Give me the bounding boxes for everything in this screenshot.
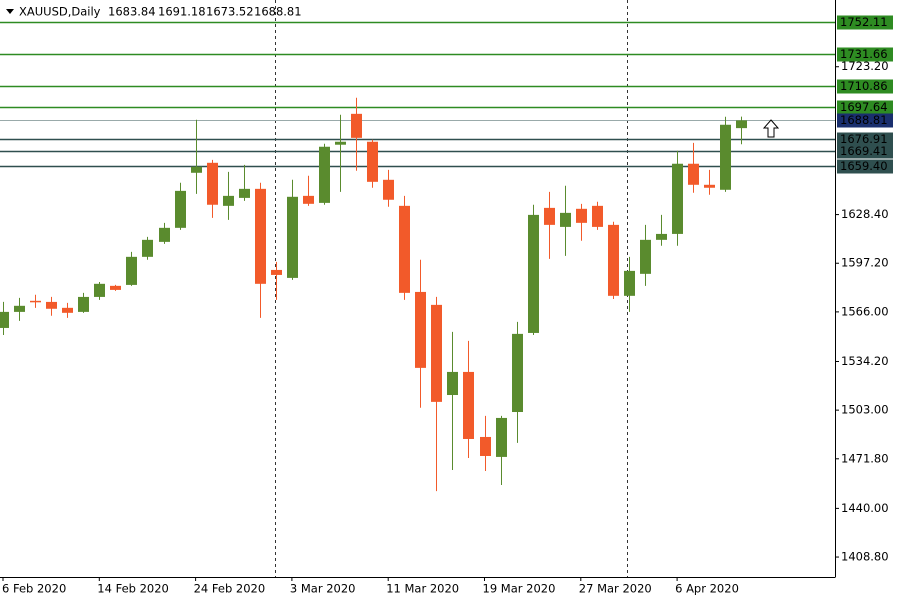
candle-body xyxy=(431,304,442,402)
candle-body xyxy=(399,205,410,293)
symbol-title: XAUUSD,Daily xyxy=(19,5,101,19)
candle-body xyxy=(175,190,186,228)
candle-body xyxy=(303,195,314,204)
candle-body xyxy=(223,195,234,206)
level-label: 1669.41 xyxy=(840,144,888,158)
level-label-bg xyxy=(837,159,893,174)
candle-body xyxy=(239,188,250,198)
candle-body xyxy=(544,207,555,225)
level-label-bg xyxy=(837,79,893,94)
level-label-bg xyxy=(837,132,893,147)
candle-body xyxy=(14,305,25,312)
level-label-bg xyxy=(837,100,893,115)
candle-body xyxy=(592,205,603,227)
candle-body xyxy=(496,417,507,457)
y-tick-label: 1534.20 xyxy=(841,354,889,368)
candle-body xyxy=(704,184,715,188)
price-label-bg xyxy=(837,113,893,128)
candle-body xyxy=(480,436,491,456)
candle-body xyxy=(78,296,89,312)
candle-body xyxy=(351,113,362,138)
candle-body xyxy=(46,301,57,309)
buy-arrow-icon xyxy=(762,119,780,138)
header-low: 1673.52 xyxy=(206,5,254,19)
candle-body xyxy=(0,311,9,328)
y-tick-label: 1566.00 xyxy=(841,304,889,318)
candle-body xyxy=(319,146,330,203)
candle-body xyxy=(672,163,683,234)
candle-body xyxy=(62,307,73,313)
candle-body xyxy=(287,196,298,278)
header-open: 1683.84 xyxy=(108,5,156,19)
header-close: 1688.81 xyxy=(254,5,302,19)
candle-body xyxy=(447,371,458,396)
candle-body xyxy=(720,124,731,190)
x-tick-label: 3 Mar 2020 xyxy=(290,582,356,596)
y-tick-label: 1471.80 xyxy=(841,451,889,465)
y-tick-label: 1723.20 xyxy=(841,59,889,73)
menu-arrow[interactable] xyxy=(6,9,14,14)
candle-body xyxy=(640,239,651,274)
candle-body xyxy=(528,214,539,333)
level-label-bg xyxy=(837,15,893,30)
candle-body xyxy=(576,208,587,223)
candle-body xyxy=(463,371,474,439)
candle-body xyxy=(207,162,218,205)
y-tick-label: 1440.00 xyxy=(841,501,889,515)
candle-body xyxy=(367,141,378,182)
candle-body xyxy=(30,300,41,303)
candle-body xyxy=(159,227,170,242)
level-label: 1710.86 xyxy=(840,79,888,93)
y-tick-label: 1628.40 xyxy=(841,207,889,221)
level-label: 1659.40 xyxy=(840,159,888,173)
candle-body xyxy=(383,179,394,200)
plot-area xyxy=(0,21,835,492)
candle-body xyxy=(94,283,105,297)
candle-body xyxy=(560,212,571,227)
level-label: 1697.64 xyxy=(840,100,888,114)
header-high: 1691.18 xyxy=(158,5,206,19)
candle-body xyxy=(110,285,121,290)
candle-body xyxy=(688,163,699,185)
x-tick-label: 19 Mar 2020 xyxy=(483,582,556,596)
candle-body xyxy=(142,239,153,257)
candle-body xyxy=(608,224,619,296)
candle-body xyxy=(255,188,266,284)
candle-body xyxy=(415,291,426,368)
level-label: 1676.91 xyxy=(840,132,888,146)
x-tick-label: 11 Mar 2020 xyxy=(386,582,459,596)
candle-body xyxy=(736,120,747,129)
candle-body xyxy=(335,141,346,145)
price-label: 1688.81 xyxy=(840,113,888,127)
candle-body xyxy=(512,333,523,413)
y-tick-label: 1503.00 xyxy=(841,403,889,417)
candle-body xyxy=(271,269,282,275)
x-tick-label: 27 Mar 2020 xyxy=(579,582,652,596)
y-tick-label: 1597.20 xyxy=(841,256,889,270)
candle-body xyxy=(191,166,202,173)
level-label: 1752.11 xyxy=(840,15,888,29)
level-label-bg xyxy=(837,47,893,62)
level-label: 1731.66 xyxy=(840,47,888,61)
x-tick-label: 6 Apr 2020 xyxy=(675,582,739,596)
x-tick-label: 14 Feb 2020 xyxy=(97,582,169,596)
candle-body xyxy=(624,270,635,296)
candle-body xyxy=(126,256,137,285)
candle-body xyxy=(656,233,667,240)
x-tick-label: 24 Feb 2020 xyxy=(194,582,266,596)
x-tick-label: 6 Feb 2020 xyxy=(2,582,66,596)
y-tick-label: 1408.80 xyxy=(841,550,889,564)
level-label-bg xyxy=(837,144,893,159)
